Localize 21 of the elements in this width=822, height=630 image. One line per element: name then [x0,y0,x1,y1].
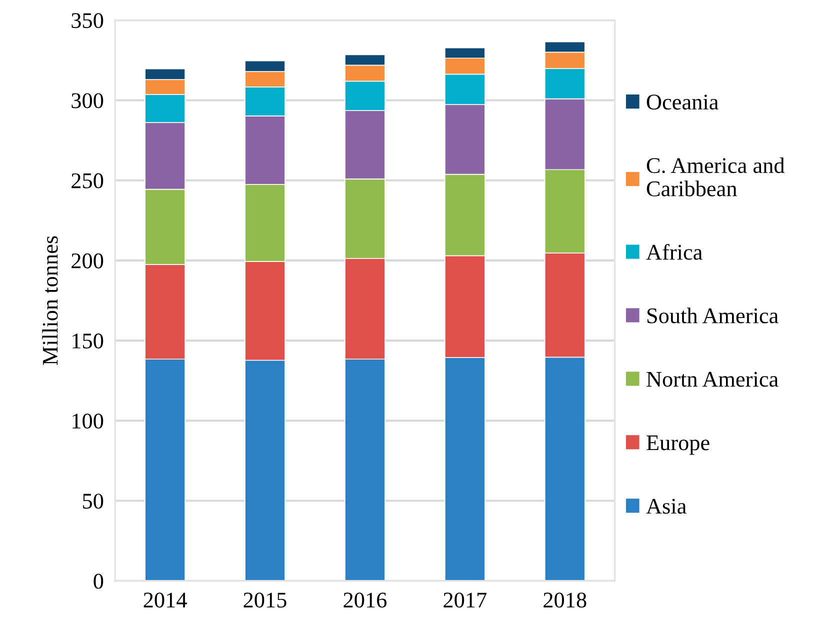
legend-label: Europe [646,436,710,455]
legend-label: C. America and Caribbean [646,157,785,196]
x-tick-label: 2018 [544,592,586,608]
y-tick-label: 50 [83,494,104,509]
legend-label: Africa [646,244,702,260]
x-tick-label: 2014 [144,592,187,608]
x-tick-label: 2015 [244,592,286,608]
legend-label: Asia [646,498,686,514]
y-tick-label: 200 [72,253,104,268]
y-tick-label: 300 [72,93,104,108]
y-tick-label: 0 [94,574,104,589]
y-tick-label: 250 [72,173,104,188]
y-tick-label: 350 [72,13,104,28]
y-axis-title: Million tonnes [42,236,58,365]
legend-label: Nortn America [646,372,778,387]
y-tick-label: 100 [72,414,104,429]
x-tick-label: 2017 [444,592,487,608]
legend-label: Oceania [646,94,718,110]
y-tick-label: 150 [72,333,104,348]
legend-label: South America [647,308,778,324]
x-tick-label: 2016 [344,592,387,608]
